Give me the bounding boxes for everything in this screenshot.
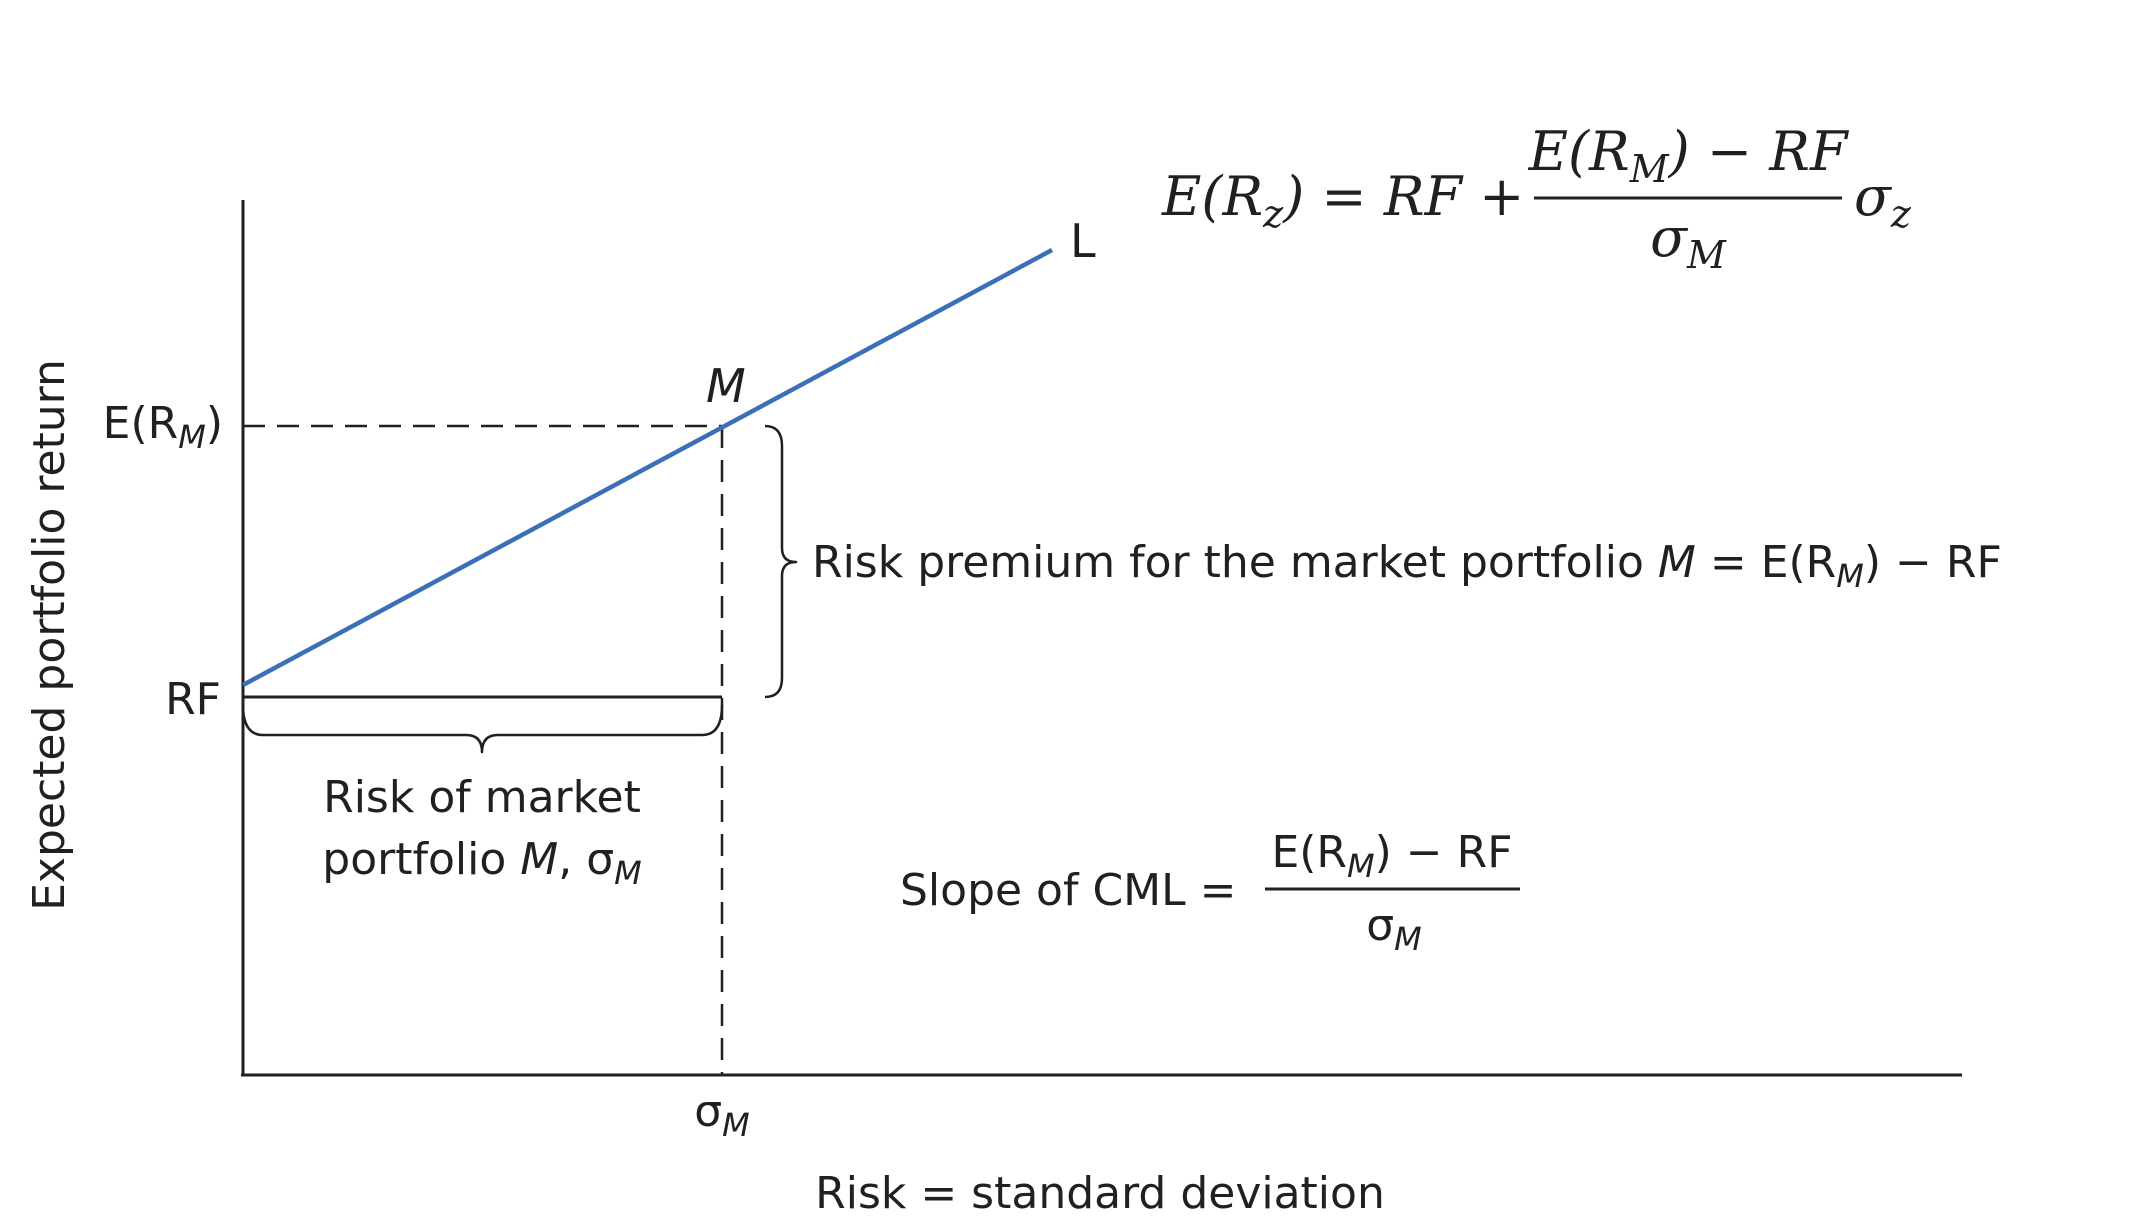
tick-sigma-m: σM: [694, 1086, 750, 1144]
slope-label: Slope of CML =: [900, 865, 1237, 916]
formula-lhs: E(Rz) = RF +: [1161, 165, 1524, 236]
risk-of-market-brace: [241, 704, 724, 754]
slope-denominator: σM: [1366, 900, 1422, 958]
risk-of-market-line2: portfolio M, σM: [322, 834, 641, 892]
market-point-label: M: [706, 359, 746, 413]
y-axis-label: Expected portfolio return: [24, 359, 75, 911]
tick-erm: E(RM): [103, 398, 223, 456]
formula-numerator: E(RM) − RF: [1528, 120, 1850, 191]
x-axis-label: Risk = standard deviation: [815, 1168, 1385, 1219]
risk-premium-brace: [764, 424, 798, 699]
line-end-label: L: [1070, 214, 1096, 268]
capital-market-line: [241, 248, 1054, 687]
formula-denominator: σM: [1650, 206, 1727, 277]
formula-tail: σz: [1854, 165, 1912, 236]
tick-rf: RF: [165, 674, 221, 725]
slope-numerator: E(RM) − RF: [1271, 827, 1512, 885]
risk-of-market-line1: Risk of market: [323, 772, 641, 823]
risk-premium-label: Risk premium for the market portfolio M …: [812, 537, 2002, 595]
